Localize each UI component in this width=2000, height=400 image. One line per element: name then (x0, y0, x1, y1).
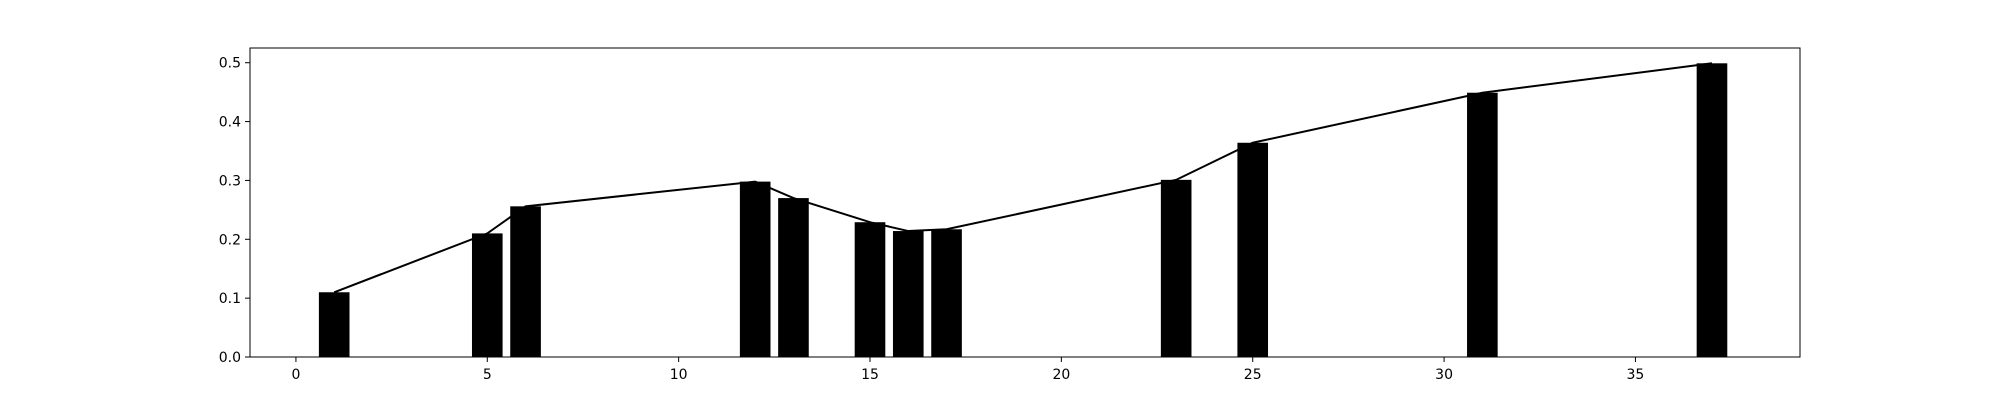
series-line (333, 62, 1713, 294)
bar-6 (892, 231, 924, 357)
plot-frame (249, 47, 1801, 358)
bar-2 (510, 206, 541, 357)
y-axis: 0.0 0.1 0.2 0.3 0.4 0.5 (219, 56, 250, 366)
x-tick-label-2: 10 (670, 367, 688, 383)
x-tick-label-0: 0 (291, 367, 300, 383)
x-tick-label-7: 35 (1627, 367, 1645, 383)
x-axis: 0 5 10 15 20 25 30 35 (291, 357, 1644, 383)
bar-4 (778, 198, 809, 357)
y-tick-label-0: 0.0 (219, 350, 241, 366)
bar-9 (1237, 142, 1269, 357)
bar-11 (1696, 63, 1728, 357)
bars-group (318, 63, 1728, 357)
y-tick-label-3: 0.3 (219, 173, 241, 189)
x-tick-label-4: 20 (1052, 367, 1070, 383)
y-tick-label-1: 0.1 (219, 291, 241, 307)
line-group (333, 62, 1713, 294)
y-tick-label-4: 0.4 (219, 115, 241, 131)
x-tick-label-1: 5 (483, 367, 492, 383)
bar-5 (854, 222, 886, 357)
bar-0 (318, 292, 350, 357)
y-tick-label-5: 0.5 (219, 56, 241, 72)
bar-1 (471, 233, 503, 357)
bar-10 (1467, 92, 1498, 357)
x-tick-label-6: 30 (1435, 367, 1453, 383)
bar-8 (1160, 179, 1192, 357)
x-tick-label-5: 25 (1244, 367, 1262, 383)
y-tick-label-2: 0.2 (219, 232, 241, 248)
bar-3 (739, 181, 771, 357)
x-tick-label-3: 15 (861, 367, 879, 383)
bar-7 (931, 229, 962, 357)
